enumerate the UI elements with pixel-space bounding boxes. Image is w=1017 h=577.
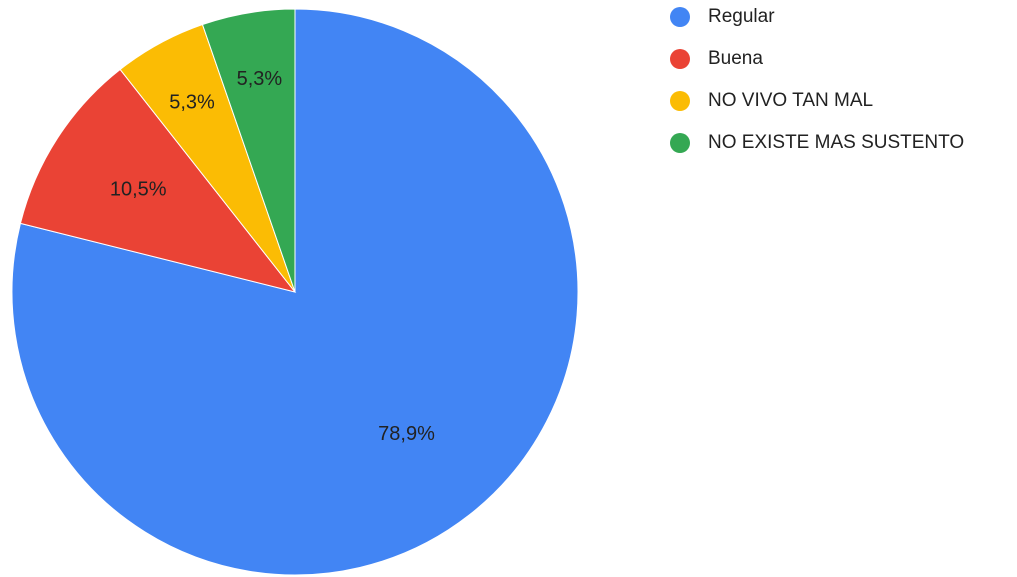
- legend-item: Regular: [670, 6, 964, 27]
- legend-item: NO VIVO TAN MAL: [670, 90, 964, 111]
- chart-legend: Regular Buena NO VIVO TAN MAL NO EXISTE MAS…: [670, 6, 964, 174]
- pie-slice-buena: [19, 68, 297, 293]
- legend-label: Regular: [708, 5, 775, 27]
- legend-swatch: [670, 48, 690, 69]
- legend-item: Buena: [670, 48, 964, 69]
- legend-swatch: [670, 132, 690, 153]
- legend-label: Buena: [708, 47, 763, 69]
- pie-slices: [11, 8, 579, 576]
- pie-slice-label: 78,9%: [378, 423, 435, 445]
- legend-label: NO VIVO TAN MAL: [708, 89, 874, 111]
- pie-slice-label: 10,5%: [110, 179, 167, 201]
- pie-slice-label: 5,3%: [169, 91, 215, 113]
- legend-swatch: [670, 90, 690, 111]
- pie-slice-no-existe-mas-sustento: [201, 8, 296, 293]
- legend-swatch: [670, 6, 690, 27]
- pie-slice-labels: 78,9% 10,5% 5,3% 5,3%: [110, 68, 435, 445]
- legend-label: NO EXISTE MAS SUSTENTO: [708, 131, 965, 153]
- pie-slice-label: 5,3%: [237, 68, 283, 90]
- legend-item: NO EXISTE MAS SUSTENTO: [670, 132, 964, 153]
